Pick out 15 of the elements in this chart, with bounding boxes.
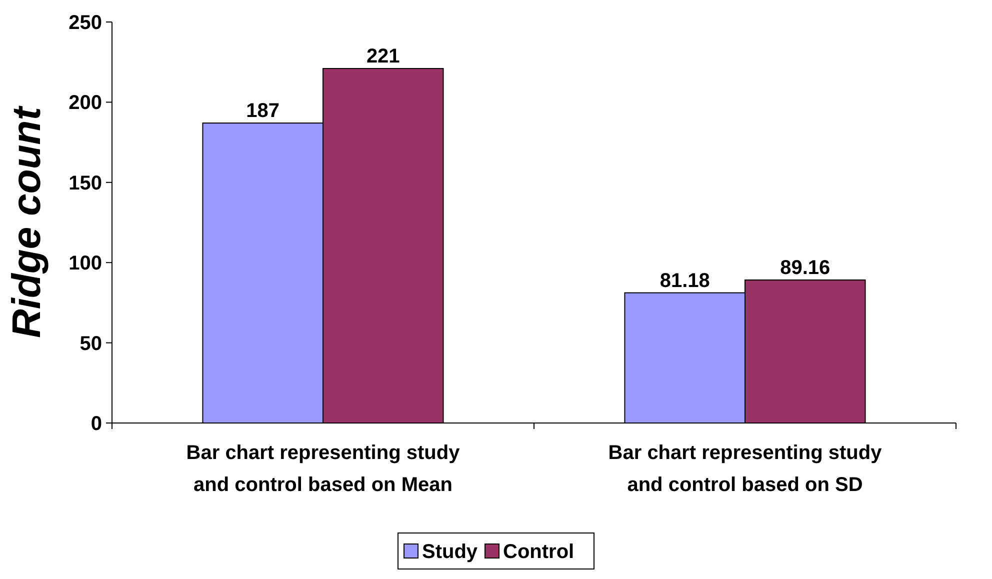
data-label: 187 — [246, 100, 280, 122]
y-tick-label: 50 — [80, 332, 102, 355]
y-tick-label: 0 — [90, 413, 102, 435]
y-tick-label: 200 — [68, 92, 102, 114]
data-label: 81.18 — [660, 270, 710, 292]
legend-label: Control — [503, 541, 574, 563]
data-label: 221 — [366, 46, 400, 68]
y-tick-label: 100 — [68, 252, 102, 275]
data-label: 89.16 — [780, 256, 830, 279]
x-tick-label: Bar chart representing study and control based on SD — [608, 442, 883, 496]
x-tick-label: Bar chart representing study and control based on Mean — [186, 442, 461, 496]
y-tick-label: 150 — [68, 172, 102, 194]
y-tick-label: 250 — [68, 12, 102, 34]
legend-label: Study — [422, 541, 478, 563]
y-axis-title: Ridge count — [5, 105, 49, 338]
